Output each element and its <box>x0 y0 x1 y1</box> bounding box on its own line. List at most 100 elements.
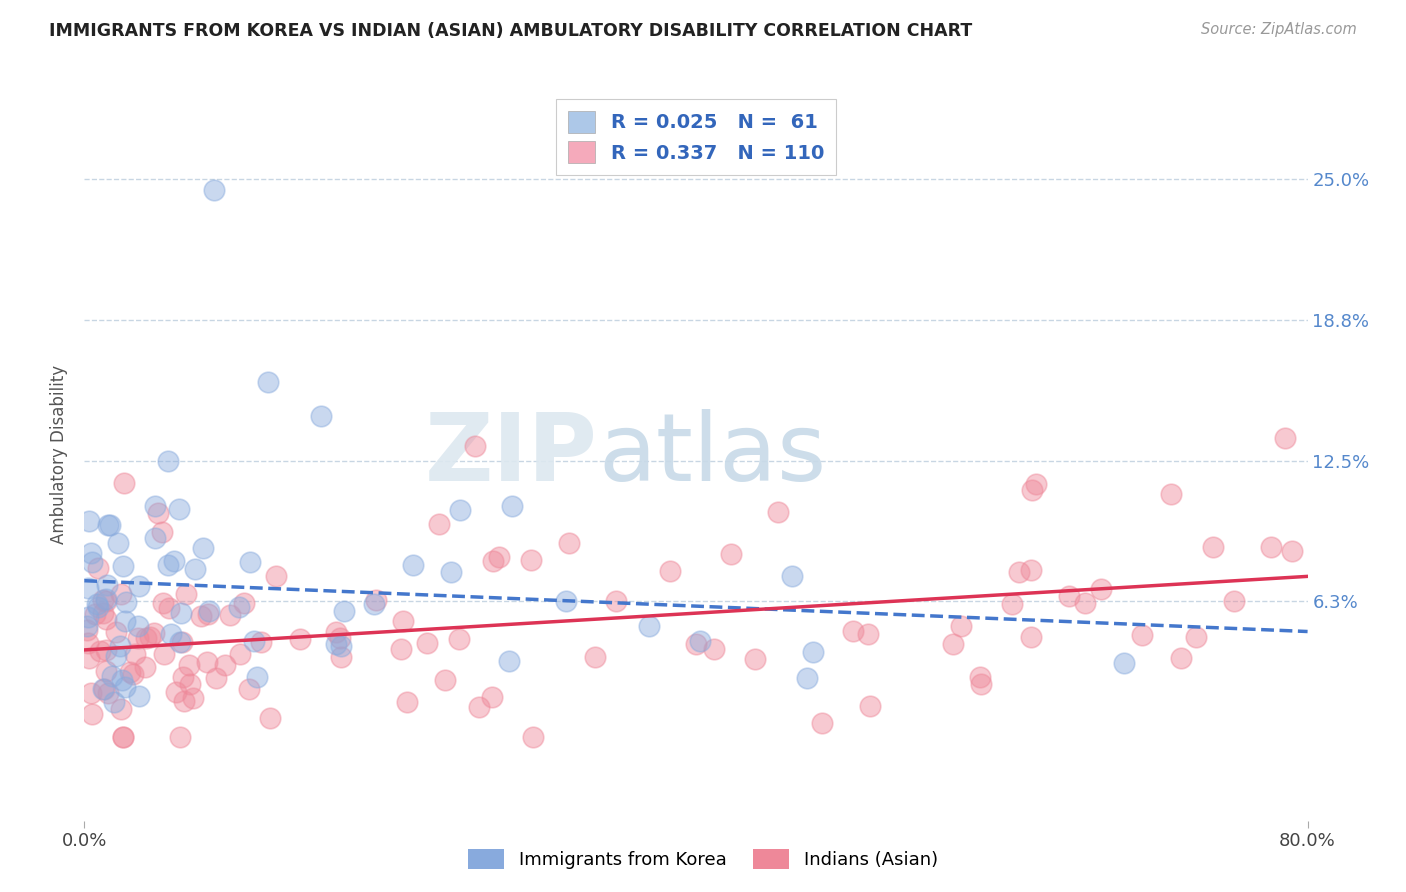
Legend: Immigrants from Korea, Indians (Asian): Immigrants from Korea, Indians (Asian) <box>458 839 948 879</box>
Point <box>134 659 156 673</box>
Point <box>80 686 103 700</box>
Point <box>1025 477 1047 491</box>
Point <box>135 631 157 645</box>
Point <box>112 731 135 745</box>
Point <box>107 536 129 550</box>
Point <box>389 642 412 657</box>
Point <box>858 626 880 640</box>
Point <box>184 562 207 576</box>
Point <box>127 619 149 633</box>
Point <box>94 593 117 607</box>
Point <box>416 636 439 650</box>
Point <box>659 564 682 578</box>
Point <box>1160 487 1182 501</box>
Point <box>138 631 160 645</box>
Point <box>1001 597 1024 611</box>
Point <box>94 612 117 626</box>
Point <box>77 636 100 650</box>
Point <box>685 637 707 651</box>
Point <box>169 635 191 649</box>
Point <box>766 505 789 519</box>
Point <box>329 632 352 646</box>
Point <box>333 603 356 617</box>
Point <box>195 655 218 669</box>
Point <box>190 608 212 623</box>
Point <box>239 554 262 568</box>
Point <box>79 546 101 560</box>
Point <box>363 597 385 611</box>
Point <box>100 669 122 683</box>
Point <box>114 614 136 628</box>
Point <box>1090 582 1112 596</box>
Point <box>1057 589 1080 603</box>
Point <box>238 682 260 697</box>
Point <box>391 614 413 628</box>
Point <box>114 680 136 694</box>
Point <box>86 598 108 612</box>
Point <box>558 536 581 550</box>
Point <box>91 681 114 696</box>
Point <box>811 716 834 731</box>
Point <box>98 517 121 532</box>
Point <box>498 655 520 669</box>
Point <box>82 555 104 569</box>
Point <box>311 409 333 423</box>
Point <box>1130 627 1153 641</box>
Point <box>77 514 100 528</box>
Point <box>128 689 150 703</box>
Point <box>330 650 353 665</box>
Point <box>330 639 353 653</box>
Point <box>325 637 347 651</box>
Point <box>167 501 190 516</box>
Point <box>77 581 100 595</box>
Point <box>228 599 250 614</box>
Point <box>124 647 146 661</box>
Point <box>395 695 418 709</box>
Point <box>1185 630 1208 644</box>
Point <box>112 475 135 490</box>
Point <box>1007 565 1029 579</box>
Point <box>177 657 200 672</box>
Point <box>605 594 627 608</box>
Point <box>120 665 142 679</box>
Point <box>780 569 803 583</box>
Text: atlas: atlas <box>598 409 827 501</box>
Point <box>170 606 193 620</box>
Point <box>122 667 145 681</box>
Point <box>157 453 180 467</box>
Point <box>76 619 98 633</box>
Point <box>449 632 471 646</box>
Point <box>128 579 150 593</box>
Point <box>449 503 471 517</box>
Point <box>112 731 135 745</box>
Point <box>801 645 824 659</box>
Point <box>181 691 204 706</box>
Point <box>522 731 544 745</box>
Point <box>796 671 818 685</box>
Point <box>114 594 136 608</box>
Point <box>970 677 993 691</box>
Point <box>143 625 166 640</box>
Point <box>79 651 101 665</box>
Point <box>257 375 280 389</box>
Point <box>89 644 111 658</box>
Point <box>1114 656 1136 670</box>
Point <box>152 596 174 610</box>
Point <box>502 499 524 513</box>
Point <box>1260 541 1282 555</box>
Point <box>93 682 115 697</box>
Point <box>104 649 127 664</box>
Point <box>157 600 180 615</box>
Point <box>112 559 135 574</box>
Point <box>86 599 108 614</box>
Point <box>364 593 387 607</box>
Point <box>172 670 194 684</box>
Point <box>427 517 450 532</box>
Point <box>146 506 169 520</box>
Point <box>76 610 98 624</box>
Point <box>111 673 134 687</box>
Point <box>173 694 195 708</box>
Point <box>163 553 186 567</box>
Point <box>76 623 98 637</box>
Y-axis label: Ambulatory Disability: Ambulatory Disability <box>51 366 69 544</box>
